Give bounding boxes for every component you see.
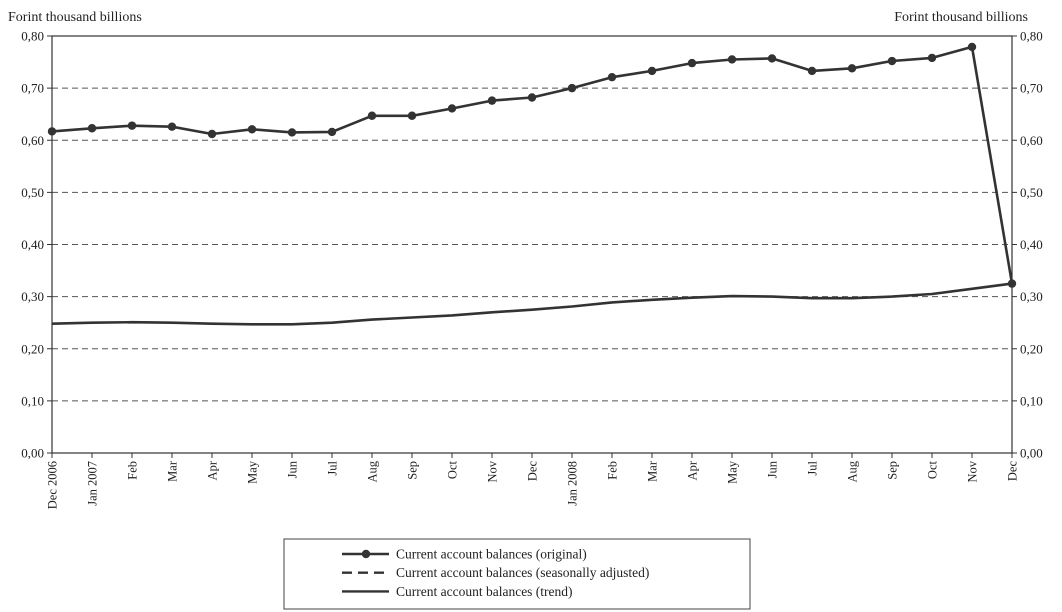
x-tick-label: Jul bbox=[806, 460, 820, 475]
x-tick-label: Dec 2006 bbox=[46, 461, 60, 509]
x-tick-label: Apr bbox=[686, 460, 700, 480]
data-point bbox=[287, 128, 297, 137]
legend-marker bbox=[361, 549, 371, 559]
data-point bbox=[647, 66, 657, 76]
series-layer bbox=[47, 42, 1017, 326]
x-tick-label: Feb bbox=[606, 461, 620, 480]
data-point bbox=[887, 56, 897, 66]
series-1 bbox=[47, 42, 1017, 288]
gridlines bbox=[52, 87, 1012, 402]
legend-entry-2: Current account balances (seasonally adj… bbox=[396, 565, 649, 580]
series-3 bbox=[51, 282, 1013, 326]
data-point bbox=[447, 104, 457, 113]
x-tick-label: May bbox=[246, 460, 260, 484]
data-point bbox=[927, 53, 937, 63]
data-point bbox=[607, 72, 617, 82]
data-point bbox=[767, 54, 777, 63]
x-tick-label: Sep bbox=[886, 461, 900, 480]
data-point bbox=[167, 122, 177, 131]
y-tick-label-left: 0,80 bbox=[21, 29, 44, 44]
y-tick-label-right: 0,20 bbox=[1020, 341, 1043, 356]
x-tick-label: Oct bbox=[446, 460, 460, 479]
data-point bbox=[367, 111, 377, 120]
x-tick-label: Jan 2007 bbox=[86, 461, 100, 506]
y-tick-label-right: 0,80 bbox=[1020, 29, 1043, 44]
series-line bbox=[51, 282, 1013, 326]
data-point bbox=[247, 125, 257, 134]
x-tick-label: Jul bbox=[326, 460, 340, 475]
x-tick-label: Dec bbox=[1006, 461, 1020, 482]
y-tick-label-right: 0,40 bbox=[1020, 237, 1043, 252]
legend-box bbox=[283, 538, 751, 610]
y-tick-label-right: 0,30 bbox=[1020, 289, 1043, 304]
y-axis-ticks: 0,00 0,00 0,10 0,10 0,20 0,20 0,30 0,30 0,40 0,40… bbox=[21, 29, 1043, 461]
x-tick-label: Jun bbox=[766, 460, 780, 478]
x-tick-label: Sep bbox=[406, 461, 420, 480]
y-axis-unit-label-left: Forint thousand billions bbox=[8, 10, 142, 25]
data-point bbox=[47, 127, 57, 136]
series-line bbox=[51, 45, 1014, 284]
y-axis-unit-label-right: Forint thousand billions bbox=[894, 10, 1028, 25]
legend-entry-1: Current account balances (original) bbox=[396, 547, 587, 562]
y-tick-label-right: 0,50 bbox=[1020, 185, 1043, 200]
x-tick-label: Feb bbox=[126, 461, 140, 480]
y-tick-label-left: 0,70 bbox=[21, 81, 44, 96]
data-point bbox=[1007, 279, 1017, 288]
data-point bbox=[407, 111, 417, 120]
data-point bbox=[87, 124, 97, 133]
data-point bbox=[327, 127, 337, 137]
data-point bbox=[807, 66, 817, 76]
y-tick-label-right: 0,60 bbox=[1020, 133, 1043, 148]
x-tick-label: Apr bbox=[206, 460, 220, 480]
x-tick-label: May bbox=[726, 460, 740, 484]
x-tick-label: Nov bbox=[486, 460, 500, 482]
data-point bbox=[487, 96, 497, 105]
y-tick-label-left: 0,30 bbox=[21, 289, 44, 304]
y-tick-label-left: 0,60 bbox=[21, 133, 44, 148]
y-tick-label-right: 0,70 bbox=[1020, 81, 1043, 96]
y-tick-label-left: 0,40 bbox=[21, 237, 44, 252]
legend-entry-3: Current account balances (trend) bbox=[396, 584, 573, 599]
data-point bbox=[847, 64, 857, 73]
x-axis-ticks: Dec 2006 Jan 2007 Feb Mar Apr May Jun Jul Aug Sep… bbox=[46, 453, 1020, 509]
data-point bbox=[127, 121, 137, 130]
data-point bbox=[727, 55, 737, 64]
data-point bbox=[207, 129, 217, 139]
y-tick-label-right: 0,10 bbox=[1020, 393, 1043, 408]
data-point bbox=[567, 83, 577, 93]
x-tick-label: Jun bbox=[286, 460, 300, 478]
x-tick-label: Dec bbox=[526, 461, 540, 482]
x-tick-label: Mar bbox=[646, 460, 660, 482]
y-tick-label-left: 0,50 bbox=[21, 185, 44, 200]
x-tick-label: Jan 2008 bbox=[566, 461, 580, 506]
x-tick-label: Aug bbox=[366, 460, 380, 482]
y-tick-label-left: 0,20 bbox=[21, 341, 44, 356]
data-point bbox=[687, 58, 697, 68]
x-tick-label: Nov bbox=[966, 460, 980, 482]
x-tick-label: Aug bbox=[846, 460, 860, 482]
legend: Current account balances (original) Curre… bbox=[283, 538, 751, 610]
data-point bbox=[967, 42, 977, 52]
y-tick-label-left: 0,00 bbox=[21, 446, 44, 461]
y-tick-label-left: 0,10 bbox=[21, 393, 44, 408]
x-tick-label: Oct bbox=[926, 460, 940, 479]
data-point bbox=[527, 93, 537, 102]
y-tick-label-right: 0,00 bbox=[1020, 446, 1043, 461]
x-tick-label: Mar bbox=[166, 460, 180, 482]
